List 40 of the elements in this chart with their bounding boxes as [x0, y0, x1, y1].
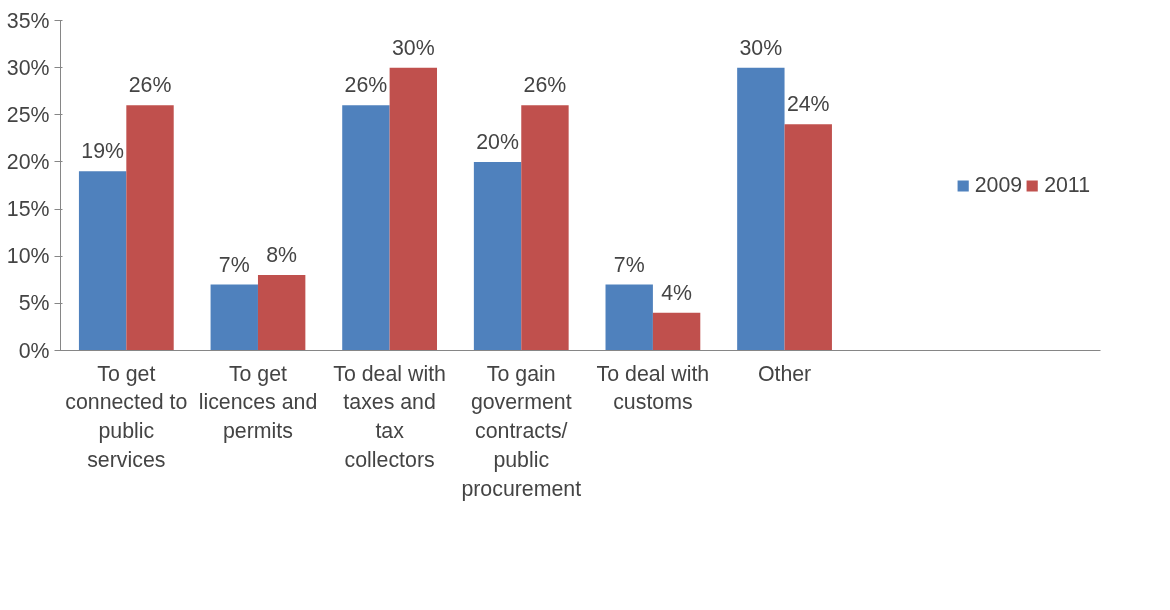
x-tick-label: To deal with taxes and tax collectors: [333, 361, 446, 472]
data-label: 4%: [661, 280, 693, 305]
bar: [78, 171, 127, 351]
data-label: 7%: [218, 252, 250, 277]
legend-label: 2011: [1044, 172, 1090, 198]
bar: [210, 284, 258, 351]
bar: [257, 275, 306, 351]
y-tick-label: 0%: [18, 338, 50, 363]
bar: [521, 105, 569, 351]
y-tick-label: 35%: [6, 8, 50, 33]
x-tick-label: To get connected to public services: [65, 361, 188, 472]
y-tick-label: 10%: [6, 244, 50, 269]
y-tick-label: 25%: [6, 102, 50, 127]
data-label: 30%: [739, 35, 783, 60]
bar: [605, 284, 653, 351]
bar: [652, 312, 701, 351]
x-tick-label: Other: [757, 361, 812, 386]
bar: [737, 67, 785, 351]
y-tick-label: 30%: [6, 55, 50, 80]
data-label: 26%: [523, 73, 567, 98]
data-label: 30%: [391, 35, 435, 60]
y-tick-label: 15%: [6, 197, 50, 222]
bar: [473, 161, 522, 351]
bar: [126, 105, 174, 351]
y-tick-label: 5%: [18, 291, 50, 316]
data-label: 19%: [81, 139, 125, 164]
y-tick-label: 20%: [6, 149, 50, 174]
data-label: 26%: [344, 73, 388, 98]
x-tick-label: To gain goverment contracts/ public procurement: [461, 361, 582, 501]
data-label: 20%: [476, 129, 519, 154]
bar: [342, 105, 390, 351]
data-label: 26%: [128, 73, 172, 98]
x-tick-label: To deal with customs: [596, 361, 710, 415]
data-label: 24%: [786, 92, 830, 117]
data-label: 7%: [613, 252, 645, 277]
legend-label: 2009: [974, 172, 1023, 198]
x-tick-label: To get licences and permits: [198, 361, 318, 444]
data-label: 8%: [266, 243, 298, 268]
bar: [389, 67, 438, 351]
bar: [784, 124, 832, 351]
